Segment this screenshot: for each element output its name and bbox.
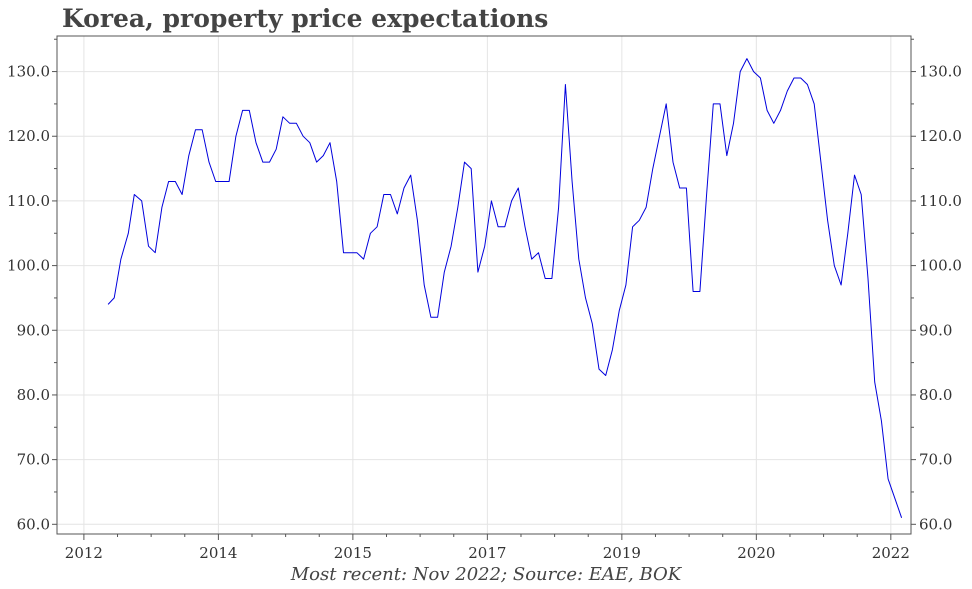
chart-caption: Most recent: Nov 2022; Source: EAE, BOK [290,564,682,585]
y-tick-label-right: 100.0 [919,257,962,275]
x-tick-label: 2020 [737,544,775,562]
plot-frame [56,35,912,535]
y-tick-label-left: 100.0 [7,257,50,275]
x-tick-label: 2022 [872,544,910,562]
y-tick-label-left: 60.0 [17,515,50,533]
chart-series [107,58,903,518]
y-tick-label-left: 120.0 [7,127,50,145]
y-tick-label-right: 110.0 [919,192,962,210]
x-tick-label: 2014 [199,544,237,562]
y-tick-label-right: 70.0 [919,451,952,469]
y-tick-label-left: 70.0 [17,451,50,469]
axis-ticks: 60.0 60.0 70.0 70.0 80.0 80.0 90.0 90.0 100.0 100… [7,38,962,562]
y-tick-label-right: 130.0 [919,63,962,81]
y-tick-label-right: 120.0 [919,127,962,145]
y-tick-label-left: 130.0 [7,63,50,81]
x-tick-label: 2012 [65,544,103,562]
x-tick-label: 2019 [603,544,641,562]
chart-grid [57,36,911,534]
y-tick-label-right: 90.0 [919,321,952,339]
y-tick-label-right: 60.0 [919,515,952,533]
y-tick-label-left: 80.0 [17,386,50,404]
y-tick-label-right: 80.0 [919,386,952,404]
chart-title: Korea, property price expectations [62,4,549,33]
x-tick-label: 2017 [468,544,506,562]
y-tick-label-left: 90.0 [17,321,50,339]
series-line [107,58,903,518]
y-tick-label-left: 110.0 [7,192,50,210]
x-tick-label: 2015 [334,544,372,562]
